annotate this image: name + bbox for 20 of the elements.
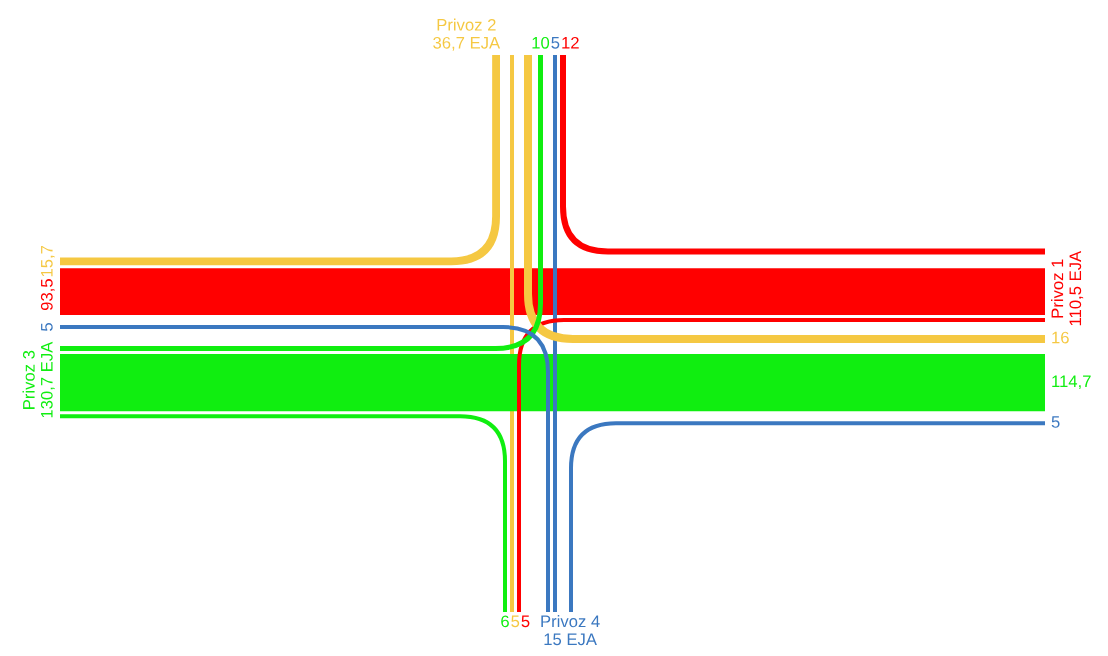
data-label: 5: [511, 615, 520, 628]
category-label: Privoz 3: [22, 350, 35, 409]
data-label: 114,7: [1052, 375, 1091, 390]
category-label: Privoz 4: [541, 615, 600, 628]
data-label: 93,5: [40, 279, 55, 311]
category-label: Privoz 2: [437, 18, 496, 31]
data-label: 10: [532, 36, 550, 49]
data-label: 12: [562, 36, 579, 49]
text: 130,7 EJA: [40, 341, 55, 418]
data-label: 15,7: [41, 245, 55, 277]
data-label: 5: [521, 615, 530, 628]
data-label: 6: [501, 615, 509, 628]
category-label: Privoz 1: [1051, 259, 1064, 318]
data-label: 16: [1052, 331, 1069, 344]
text: 110,5 EJA: [1069, 250, 1084, 326]
data-label: 5: [41, 323, 53, 331]
data-label: 5: [551, 37, 560, 49]
text: 36,7 EJA: [433, 36, 501, 51]
text: 15 EJA: [544, 633, 597, 646]
data-label: 5: [1051, 416, 1060, 428]
